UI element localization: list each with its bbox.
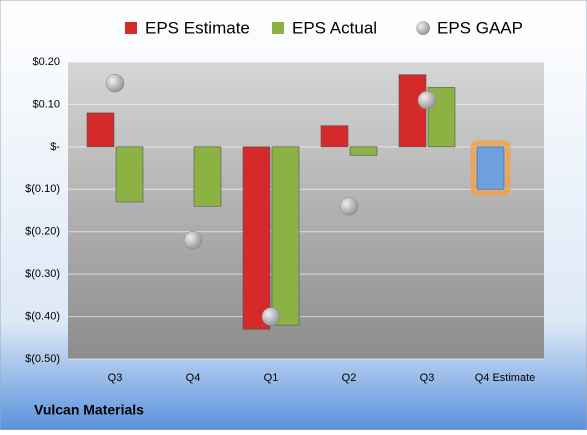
- plot-area: [68, 62, 544, 359]
- bar: [86, 112, 115, 148]
- legend-label: EPS GAAP: [437, 18, 523, 37]
- y-tick-label: $(0.40): [25, 310, 60, 322]
- legend-marker: [125, 22, 137, 34]
- y-tick-label: $(0.20): [25, 226, 60, 238]
- bar: [476, 146, 505, 190]
- gaap-point: [105, 73, 125, 93]
- x-tick-label: Q2: [342, 372, 357, 384]
- y-tick-label: $0.10: [32, 98, 60, 110]
- bar: [271, 146, 300, 326]
- legend-label: EPS Estimate: [145, 18, 250, 37]
- y-tick-label: $-: [50, 141, 60, 153]
- x-tick-label: Q4: [186, 372, 201, 384]
- x-tick-label: Q4 Estimate: [475, 372, 536, 384]
- bar: [349, 146, 378, 156]
- bar: [115, 146, 144, 203]
- footer: Vulcan Materials: [34, 402, 144, 418]
- gaap-point: [339, 197, 359, 216]
- gaap-point: [183, 230, 203, 250]
- y-tick-label: $(0.30): [25, 268, 60, 280]
- y-tick-label: $(0.50): [25, 353, 60, 365]
- legend-label: EPS Actual: [292, 18, 377, 37]
- x-tick-label: Q3: [420, 372, 435, 384]
- gaap-point: [417, 90, 437, 110]
- highlight-glow: [470, 140, 511, 196]
- legend-marker: [272, 22, 284, 34]
- bar: [242, 146, 271, 330]
- legend-marker: [416, 21, 430, 35]
- bar: [320, 125, 349, 148]
- x-tick-label: Q1: [264, 372, 279, 384]
- gaap-point: [261, 307, 281, 326]
- bar: [193, 146, 222, 207]
- bar: [398, 74, 427, 148]
- y-tick-label: $0.20: [32, 56, 60, 68]
- y-tick-label: $(0.10): [25, 183, 60, 195]
- x-tick-label: Q3: [108, 372, 123, 384]
